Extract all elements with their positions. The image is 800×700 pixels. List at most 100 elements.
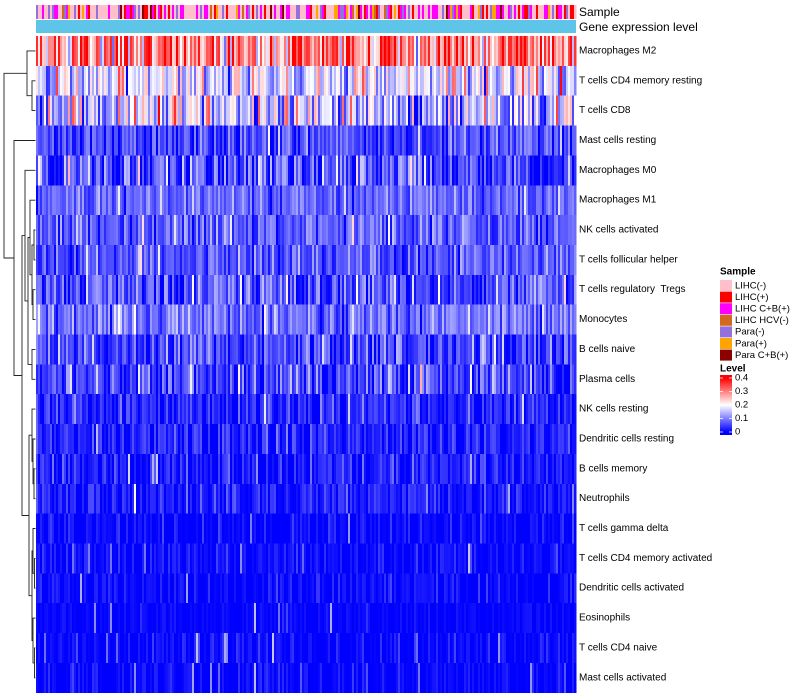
heatmap-cell <box>54 394 57 425</box>
heatmap-cell <box>188 125 191 156</box>
sample-annotation-cell <box>296 5 299 19</box>
heatmap-cell <box>116 304 119 335</box>
heatmap-cell <box>518 274 521 305</box>
heatmap-cell <box>482 36 485 67</box>
heatmap-cell <box>572 185 575 216</box>
heatmap-cell <box>568 155 571 186</box>
heatmap-cell <box>488 125 491 156</box>
heatmap-cell <box>324 36 327 67</box>
heatmap-cell <box>68 334 71 365</box>
heatmap-cell <box>220 304 223 335</box>
heatmap-cell <box>280 424 283 455</box>
heatmap-cell <box>124 453 127 485</box>
heatmap-cell <box>446 95 449 126</box>
heatmap-cell <box>174 125 177 156</box>
sample-annotation-cell <box>360 5 363 19</box>
heatmap-cell <box>420 244 423 276</box>
heatmap-cell <box>278 453 281 485</box>
heatmap-cell <box>128 95 131 126</box>
heatmap-cell <box>476 185 479 216</box>
heatmap-cell <box>200 453 203 485</box>
heatmap-cell <box>190 483 193 514</box>
heatmap-cell <box>330 364 333 395</box>
heatmap-cell <box>208 513 211 544</box>
heatmap-cell <box>232 364 235 395</box>
heatmap-cell <box>438 65 441 96</box>
heatmap-cell <box>540 453 543 485</box>
heatmap-cell <box>230 334 233 365</box>
heatmap-cell <box>264 364 267 395</box>
heatmap-cell <box>66 394 69 425</box>
heatmap-cell <box>446 215 449 246</box>
sample-annotation-cell <box>264 5 267 19</box>
heatmap-cell <box>198 364 201 395</box>
heatmap-cell <box>282 125 285 156</box>
heatmap-cell <box>350 483 353 514</box>
heatmap-cell <box>306 155 309 186</box>
heatmap-cell <box>140 424 143 455</box>
heatmap-cell <box>144 513 147 544</box>
heatmap-cell <box>246 543 249 574</box>
heatmap-cell <box>466 513 469 544</box>
heatmap-cell <box>86 543 89 574</box>
heatmap-cell <box>320 304 323 335</box>
heatmap-cell <box>232 424 235 455</box>
heatmap-cell <box>242 453 245 485</box>
heatmap-cell <box>50 334 53 365</box>
sample-annotation-cell <box>454 5 457 19</box>
heatmap-cell <box>212 334 215 365</box>
heatmap-cell <box>286 185 289 216</box>
heatmap-cell <box>310 424 313 455</box>
heatmap-cell <box>450 215 453 246</box>
heatmap-cell <box>446 304 449 335</box>
heatmap-cell <box>464 185 467 216</box>
heatmap-cell <box>388 274 391 305</box>
heatmap-cell <box>418 334 421 365</box>
heatmap-cell <box>98 244 101 276</box>
heatmap-cell <box>50 244 53 276</box>
heatmap-cell <box>156 483 159 514</box>
heatmap-cell <box>216 215 219 246</box>
heatmap-cell <box>110 364 113 395</box>
heatmap-cell <box>126 95 129 126</box>
heatmap-cell <box>330 334 333 365</box>
heatmap-cell <box>236 36 239 67</box>
heatmap-cell <box>528 483 531 514</box>
heatmap-cell <box>44 453 47 485</box>
heatmap-cell <box>54 453 57 485</box>
heatmap-cell <box>422 185 425 216</box>
heatmap-cell <box>376 215 379 246</box>
heatmap-cell <box>378 424 381 455</box>
heatmap-cell <box>288 513 291 544</box>
heatmap-cell <box>346 125 349 156</box>
heatmap-cell <box>174 36 177 67</box>
heatmap-cell <box>294 155 297 186</box>
heatmap-cell <box>416 95 419 126</box>
sample-annotation-cell <box>380 5 383 19</box>
heatmap-cell <box>152 155 155 186</box>
heatmap-cell <box>454 36 457 67</box>
heatmap-cell <box>446 65 449 96</box>
heatmap-cell <box>532 65 535 96</box>
heatmap-cell <box>398 394 401 425</box>
heatmap-cell <box>200 155 203 186</box>
sample-annotation-cell <box>540 5 543 19</box>
heatmap-cell <box>126 364 129 395</box>
heatmap-cell <box>240 424 243 455</box>
heatmap-cell <box>134 185 137 216</box>
heatmap-cell <box>288 274 291 305</box>
sample-annotation-cell <box>460 5 463 19</box>
heatmap-cell <box>262 334 265 365</box>
heatmap-cell <box>246 65 249 96</box>
heatmap-cell <box>298 95 301 126</box>
heatmap-cell <box>534 155 537 186</box>
sample-annotation-cell <box>562 5 565 19</box>
heatmap-cell <box>106 483 109 514</box>
heatmap-cell <box>294 244 297 276</box>
heatmap-cell <box>296 304 299 335</box>
heatmap-cell <box>294 95 297 126</box>
heatmap-cell <box>234 36 237 67</box>
heatmap-cell <box>546 215 549 246</box>
heatmap-cell <box>50 95 53 126</box>
heatmap-cell <box>330 453 333 485</box>
